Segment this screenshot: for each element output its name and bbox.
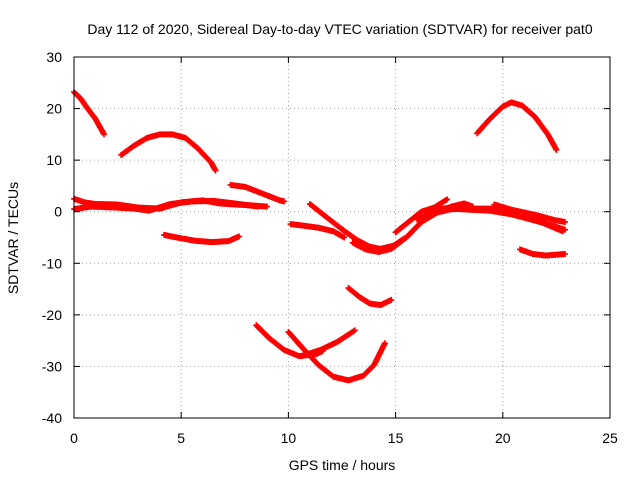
series-arc-10 (345, 285, 395, 309)
y-axis-label: SDTVAR / TECUs (5, 182, 21, 294)
data-point (351, 327, 358, 334)
data-point (263, 203, 270, 210)
data-point (236, 233, 243, 240)
x-tick-label: 10 (281, 430, 297, 446)
grid (74, 57, 610, 418)
data-point (559, 228, 566, 235)
data-point (341, 234, 348, 241)
series-arc-19 (516, 246, 568, 259)
x-tick-label: 5 (177, 430, 185, 446)
y-tick-label: 30 (46, 49, 62, 65)
x-tick-label: 25 (602, 430, 618, 446)
data-point (212, 167, 219, 174)
series-arc-11 (287, 221, 348, 241)
data-series (71, 89, 568, 384)
y-tick-label: -30 (42, 358, 62, 374)
y-tick-label: -20 (42, 307, 62, 323)
data-point (388, 296, 395, 303)
x-axis-label: GPS time / hours (289, 457, 396, 473)
chart-title: Day 112 of 2020, Sidereal Day-to-day VTE… (87, 21, 592, 37)
data-point (561, 219, 568, 226)
y-tick-label: -10 (42, 255, 62, 271)
data-point (255, 203, 262, 210)
series-arc-4 (71, 197, 262, 214)
axes-ticks: 0 5 10 15 20 25 -40 -30 -20 -10 0 10 20 30 (42, 49, 618, 446)
series-arc-2 (118, 131, 219, 174)
plot-frame (73, 56, 611, 419)
data-point (561, 251, 568, 258)
x-tick-label: 20 (495, 430, 511, 446)
data-point (553, 146, 560, 153)
data-point (101, 131, 108, 138)
series-arc-6 (161, 231, 243, 246)
y-tick-label: 20 (46, 101, 62, 117)
x-tick-label: 0 (70, 430, 78, 446)
y-tick-label: 0 (54, 204, 62, 220)
series-arc-17 (491, 201, 566, 235)
data-point (281, 198, 288, 205)
x-tick-label: 15 (388, 430, 404, 446)
data-point (444, 196, 451, 203)
series-arc-1 (71, 89, 108, 138)
series-arc-9 (285, 328, 388, 384)
series-arc-18 (474, 99, 560, 153)
data-point (381, 340, 388, 347)
y-tick-label: -40 (42, 410, 62, 426)
y-tick-label: 10 (46, 152, 62, 168)
series-arc-5 (227, 181, 288, 205)
